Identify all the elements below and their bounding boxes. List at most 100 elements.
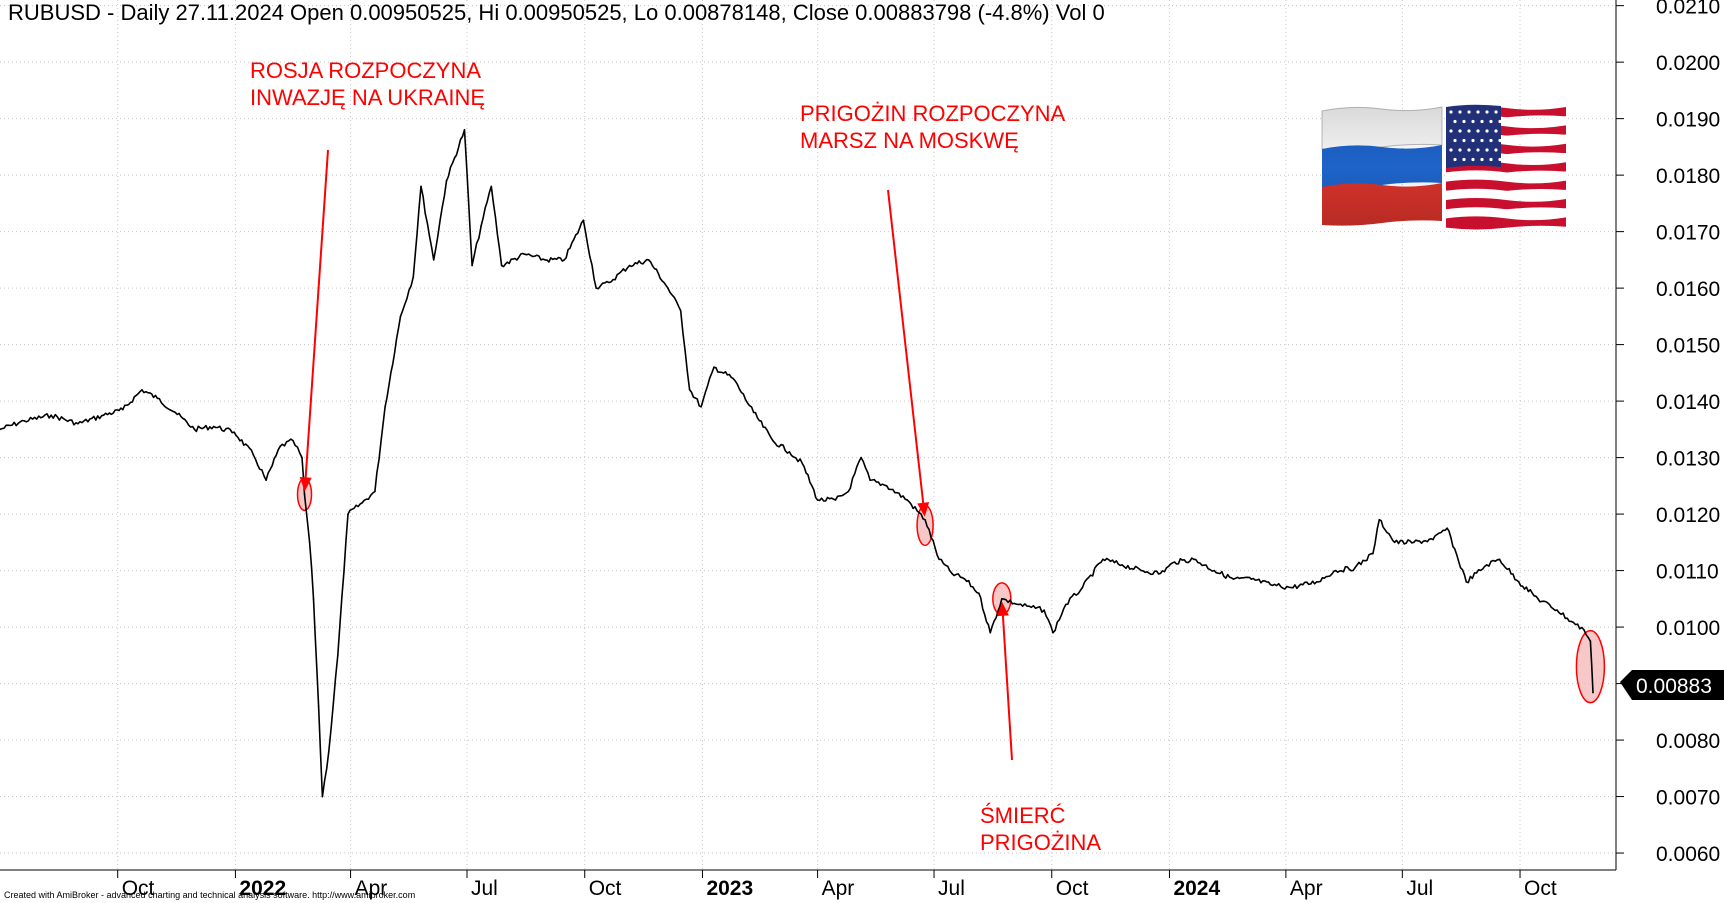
price-point (628, 264, 631, 267)
x-tick-label: 2024 (1173, 877, 1220, 900)
us-star (1476, 110, 1480, 114)
annotation-text: INWAZJĘ NA UKRAINĘ (250, 85, 485, 110)
price-point (480, 225, 482, 227)
highlight-ellipse (1575, 629, 1606, 704)
price-point (1485, 564, 1488, 566)
usa-flag (1446, 104, 1566, 230)
price-point (233, 431, 235, 433)
price-point (1052, 631, 1054, 634)
us-star (1489, 119, 1493, 124)
us-star (1476, 148, 1480, 152)
y-tick-label: 0.0100 (1656, 617, 1720, 640)
us-star (1480, 157, 1484, 162)
price-point (490, 185, 493, 188)
us-star (1480, 119, 1484, 124)
x-tick-label: Jul (1406, 877, 1433, 900)
annotation-arrowhead (299, 476, 312, 492)
price-point (361, 501, 363, 504)
price-point (303, 493, 306, 496)
price-point (312, 598, 315, 600)
price-point (1192, 558, 1195, 561)
price-point (1017, 603, 1020, 606)
chart-header: RUBUSD - Daily 27.11.2024 Open 0.0095052… (8, 0, 1105, 25)
annotation-text: MARSZ NA MOSKWĘ (800, 128, 1019, 153)
price-point (951, 572, 953, 575)
price-point (328, 750, 330, 753)
y-tick-label: 0.0070 (1656, 787, 1720, 810)
price-point (978, 592, 980, 594)
us-star (1498, 119, 1502, 124)
price-point (265, 479, 267, 481)
price-point (1517, 581, 1520, 583)
price-point (156, 397, 159, 400)
us-star (1467, 148, 1471, 152)
x-tick-label: Jul (471, 877, 498, 900)
price-point (308, 541, 311, 544)
us-star (1489, 138, 1493, 143)
price-point (1030, 606, 1033, 609)
price-point (1121, 564, 1123, 566)
price-point (1173, 561, 1176, 563)
price-point (523, 253, 526, 256)
price-point (0, 428, 1, 431)
y-tick-label: 0.0060 (1656, 843, 1720, 866)
us-star (1453, 119, 1457, 124)
price-point (906, 499, 908, 501)
price-point (1583, 629, 1585, 631)
price-series (0, 129, 1594, 798)
price-point (801, 462, 804, 465)
price-point (292, 439, 294, 442)
x-tick-label: Oct (589, 877, 622, 900)
price-point (963, 578, 966, 580)
us-star (1498, 138, 1502, 143)
price-point (924, 518, 926, 521)
price-point (1372, 552, 1374, 555)
price-point (608, 281, 610, 284)
price-point (500, 264, 503, 267)
price-point (252, 453, 255, 456)
highlight-ellipses (296, 477, 1606, 704)
price-point (1290, 586, 1292, 589)
us-star (1467, 129, 1471, 133)
price-point (1159, 572, 1162, 575)
us-stripe (1446, 216, 1566, 230)
us-star (1485, 129, 1489, 133)
price-point (1556, 609, 1558, 611)
price-point (432, 259, 435, 261)
y-tick-label: 0.0130 (1656, 448, 1720, 471)
price-point (667, 287, 669, 289)
price-point (989, 631, 992, 634)
price-point (1081, 586, 1084, 589)
price-point (688, 389, 691, 391)
price-point (463, 129, 466, 131)
price-point (1140, 569, 1143, 572)
price-point (374, 490, 376, 493)
price-point (122, 408, 124, 411)
annotation-text: PRIGOŻIN ROZPOCZYNA (800, 101, 1066, 126)
price-point (412, 276, 415, 278)
price-point (1465, 581, 1468, 583)
y-tick-label: 0.0140 (1656, 391, 1720, 414)
us-star (1471, 157, 1475, 162)
price-point (647, 259, 650, 261)
us-star (1453, 138, 1457, 143)
price-point (336, 654, 339, 657)
y-tick-label: 0.0190 (1656, 109, 1720, 132)
x-tick-label: Oct (1056, 877, 1089, 900)
price-point (1250, 578, 1253, 580)
us-star (1498, 157, 1502, 162)
price-point (1589, 640, 1592, 643)
price-point (834, 499, 837, 501)
price-point (193, 428, 196, 431)
grid (0, 0, 1616, 870)
y-tick-label: 0.0080 (1656, 730, 1720, 753)
us-star (1467, 110, 1471, 114)
annotation-arrowhead (917, 502, 930, 517)
price-point (1232, 578, 1235, 580)
price-point (1498, 558, 1501, 561)
price-point (1570, 620, 1573, 623)
